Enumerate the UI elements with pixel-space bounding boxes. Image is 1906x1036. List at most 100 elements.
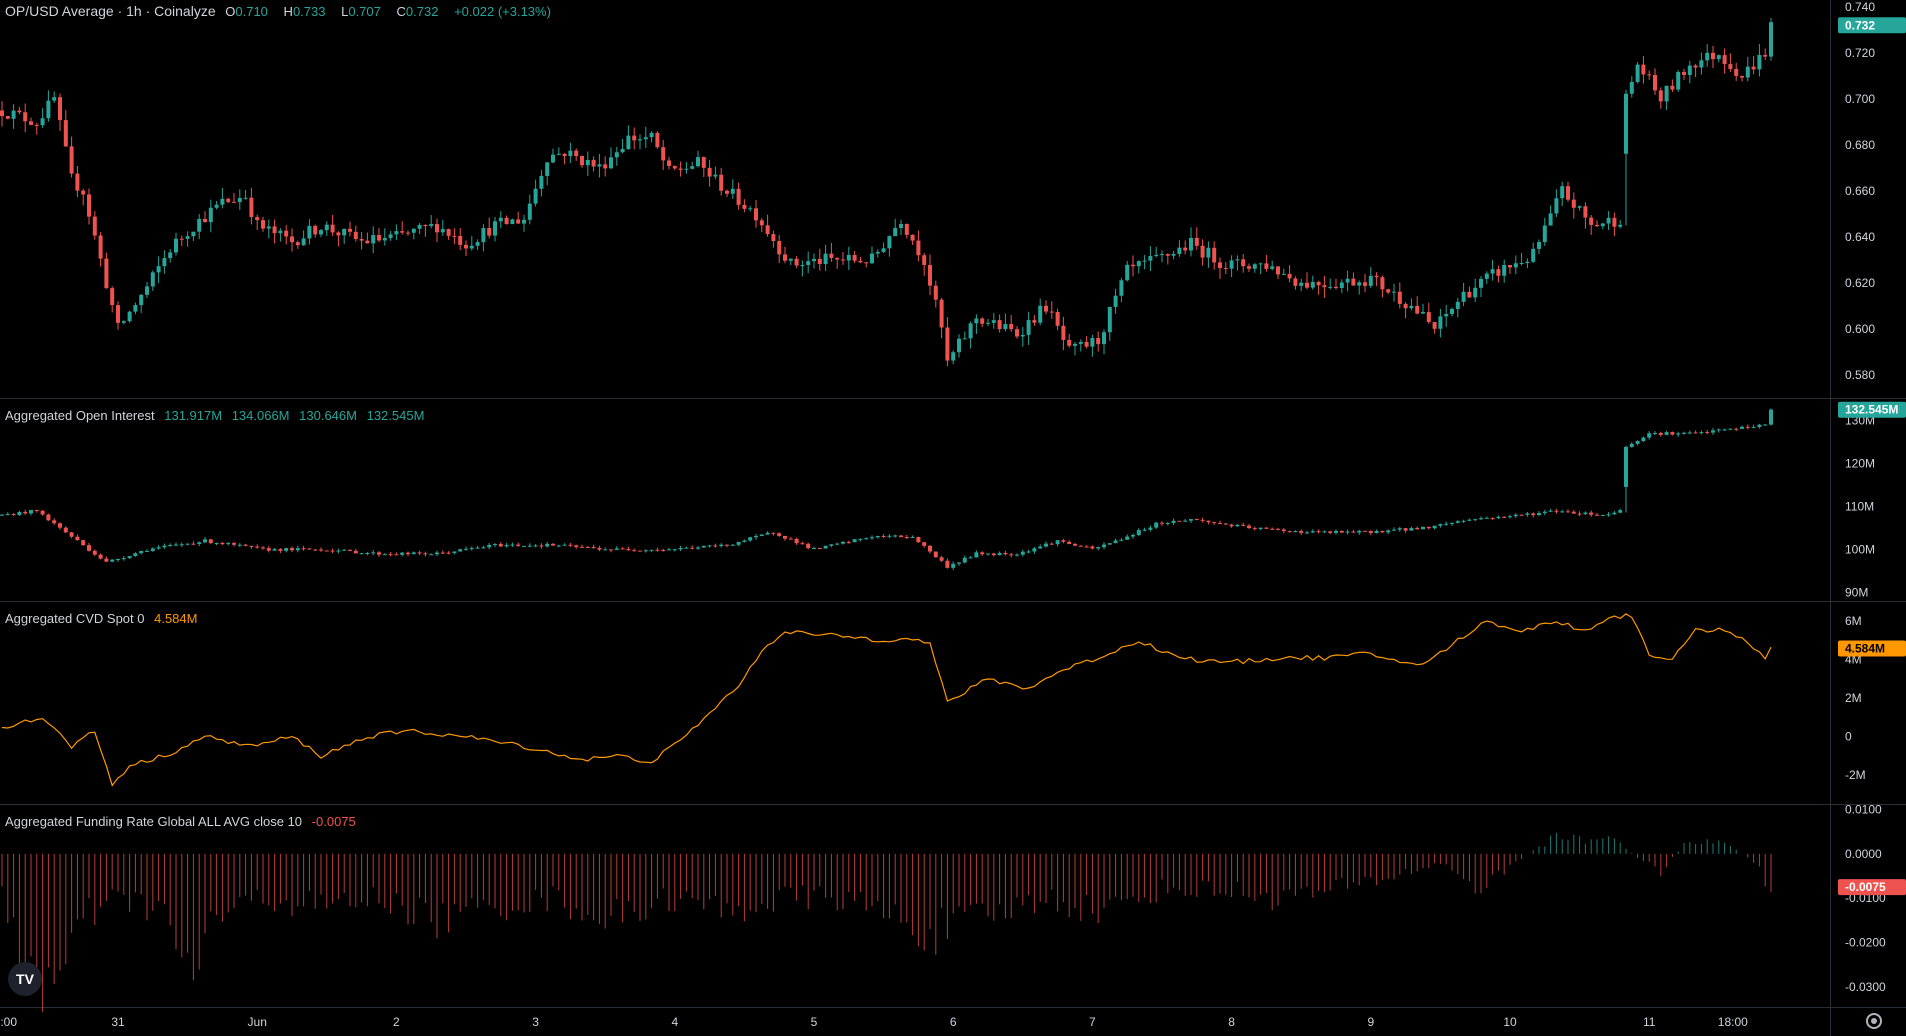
candle-body: [29, 510, 33, 514]
candle-body: [504, 545, 509, 547]
candle-body: [1218, 522, 1222, 524]
candle-body: [1745, 66, 1750, 78]
candle-body: [168, 252, 173, 259]
candle-body: [1444, 523, 1449, 525]
x-tick-label: 18:00: [1718, 1015, 1748, 1029]
cvd-value: 4.584M: [154, 611, 198, 626]
candle-body: [1409, 305, 1414, 309]
candle-body: [1107, 543, 1112, 545]
candle-body: [725, 544, 729, 546]
candle-body: [1316, 282, 1321, 286]
candle-body: [313, 549, 318, 551]
candle-body: [1223, 523, 1228, 525]
candle-body: [800, 264, 805, 266]
candle-body: [382, 554, 387, 556]
candle-body: [1711, 52, 1715, 60]
candle-body: [858, 538, 863, 540]
candle-body: [446, 229, 451, 236]
settings-gear-icon[interactable]: [1866, 1013, 1882, 1029]
candle-body: [765, 532, 770, 535]
candle-body: [417, 224, 422, 229]
candle-body: [1682, 71, 1686, 75]
candle-body: [1432, 322, 1437, 329]
candle-body: [1293, 531, 1298, 533]
symbol-title[interactable]: OP/USD Average · 1h · Coinalyze: [5, 3, 216, 19]
candle-body: [1328, 286, 1333, 288]
low-value: 0.707: [348, 4, 381, 19]
candle-body: [1757, 54, 1762, 70]
y-tick-label: 0.680: [1845, 138, 1875, 152]
candle-body: [1020, 334, 1025, 337]
candle-body: [1519, 514, 1524, 516]
candle-body: [667, 549, 671, 551]
candle-body: [156, 547, 161, 549]
x-tick-label: 4: [671, 1015, 678, 1029]
candle-body: [464, 548, 468, 550]
candle-body: [1595, 514, 1599, 516]
candle-body: [185, 236, 190, 239]
funding-legend: Aggregated Funding Rate Global ALL AVG c…: [5, 814, 362, 829]
open-label: O: [225, 4, 236, 19]
candle-body: [81, 540, 86, 546]
candle-body: [841, 259, 845, 261]
oi-candles: 132.545M: [0, 401, 1906, 571]
oi-legend: Aggregated Open Interest 131.917M 134.06…: [5, 408, 430, 423]
candle-body: [771, 234, 776, 242]
candle-body: [1148, 527, 1153, 530]
candle-body: [110, 288, 115, 306]
candle-body: [1444, 313, 1449, 317]
candle-body: [788, 538, 793, 540]
y-tick-label: 0.740: [1845, 0, 1875, 14]
candle-body: [545, 162, 550, 176]
candle-body: [1664, 85, 1669, 102]
candle-body: [46, 100, 51, 119]
candle-body: [556, 153, 561, 155]
candle-body: [197, 218, 202, 232]
candle-body: [1363, 530, 1367, 532]
candle-body: [1154, 254, 1159, 257]
candle-body: [226, 543, 231, 545]
y-tick-label: -2M: [1845, 768, 1866, 782]
tradingview-logo-icon[interactable]: TV: [8, 962, 42, 996]
oi-title[interactable]: Aggregated Open Interest: [5, 408, 155, 423]
candle-body: [406, 232, 410, 234]
cvd-last-value-label: 4.584M: [1845, 642, 1885, 656]
candle-body: [191, 543, 196, 545]
candle-body: [1618, 510, 1623, 513]
candle-body: [1757, 424, 1762, 428]
candle-body: [1676, 433, 1681, 435]
candle-body: [371, 552, 376, 554]
candle-body: [1403, 528, 1408, 531]
candle-body: [939, 557, 944, 561]
candle-body: [1548, 213, 1553, 226]
candle-body: [208, 207, 213, 223]
candle-body: [1299, 531, 1304, 533]
candle-body: [307, 548, 312, 550]
candle-body: [92, 216, 97, 236]
candle-body: [1218, 262, 1222, 268]
candle-body: [1392, 529, 1396, 531]
candle-body: [301, 238, 306, 246]
candle-body: [307, 225, 312, 239]
candle-body: [1154, 522, 1159, 528]
candle-body: [533, 188, 538, 204]
candle-body: [1664, 432, 1669, 435]
candle-body: [556, 545, 561, 547]
candle-body: [365, 553, 370, 555]
candle-body: [812, 258, 816, 262]
candle-body: [1496, 269, 1501, 276]
candle-body: [899, 224, 903, 228]
candle-body: [40, 118, 45, 126]
y-tick-label: 2M: [1845, 691, 1862, 705]
candle-body: [661, 549, 666, 551]
candle-body: [643, 137, 648, 140]
candle-body: [1484, 517, 1489, 519]
candle-body: [1322, 531, 1327, 533]
cvd-title[interactable]: Aggregated CVD Spot 0: [5, 611, 145, 626]
candle-body: [1148, 256, 1153, 261]
candle-body: [1044, 543, 1048, 547]
funding-title[interactable]: Aggregated Funding Rate Global ALL AVG c…: [5, 814, 303, 829]
candle-body: [191, 231, 196, 237]
